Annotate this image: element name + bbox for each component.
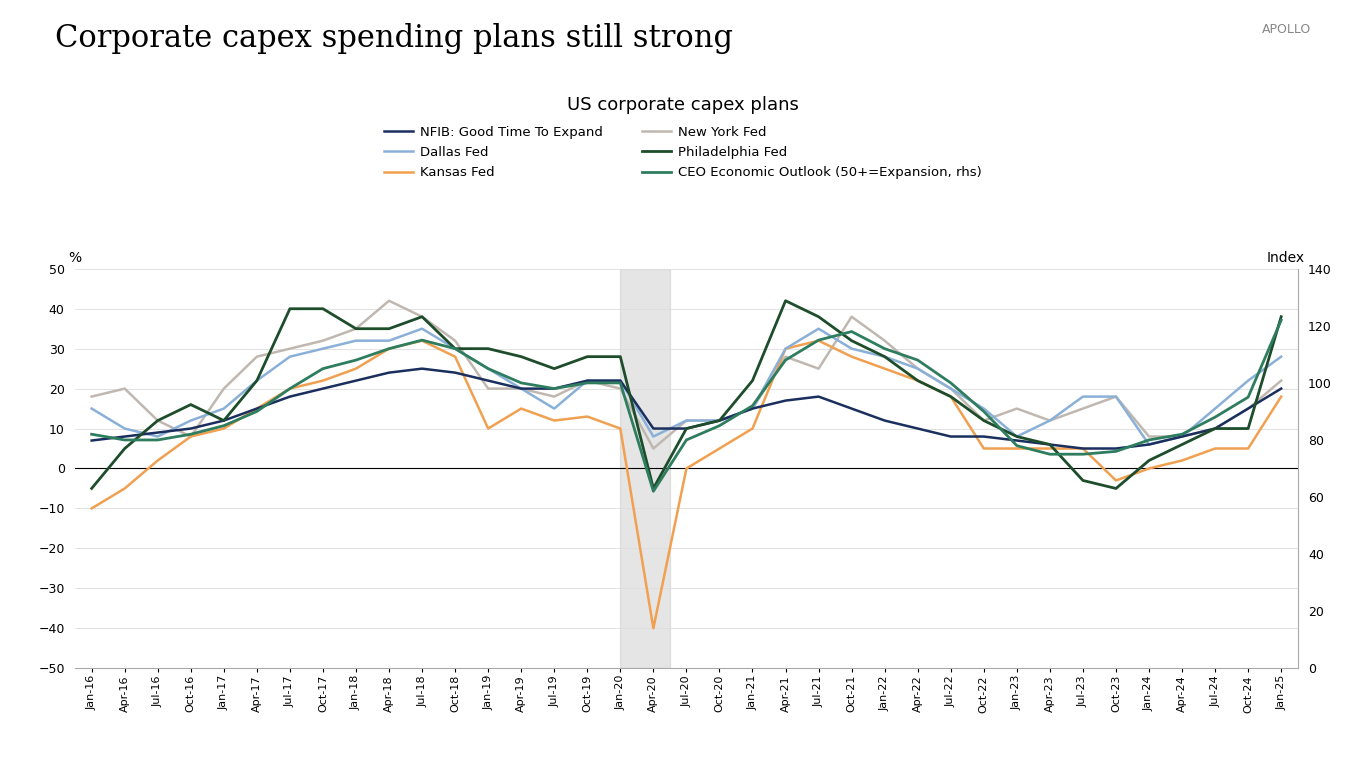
Text: Index: Index [1266, 251, 1305, 265]
Legend: NFIB: Good Time To Expand, Dallas Fed, Kansas Fed, New York Fed, Philadelphia Fe: NFIB: Good Time To Expand, Dallas Fed, K… [384, 126, 982, 179]
Text: US corporate capex plans: US corporate capex plans [567, 96, 799, 114]
Bar [620, 269, 669, 668]
Text: Corporate capex spending plans still strong: Corporate capex spending plans still str… [55, 23, 732, 54]
Text: %: % [68, 251, 82, 265]
Text: APOLLO: APOLLO [1262, 23, 1311, 36]
